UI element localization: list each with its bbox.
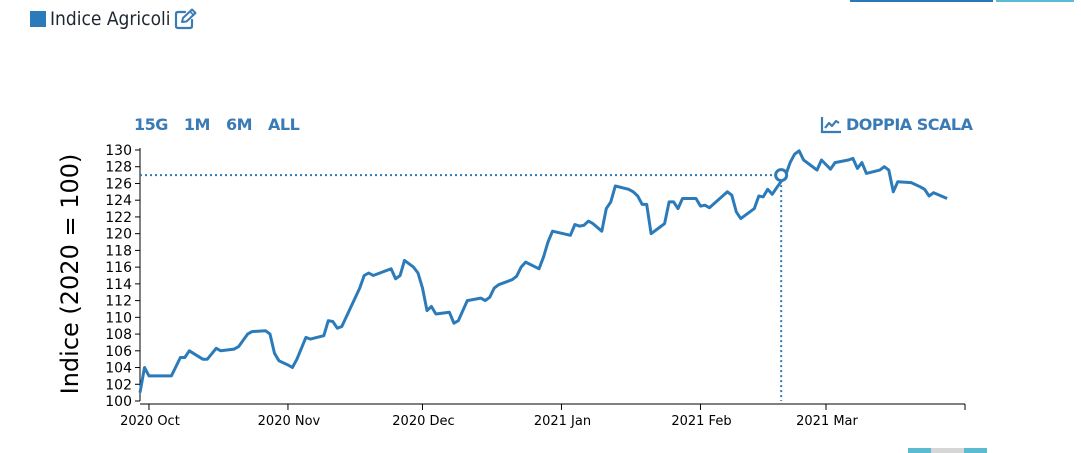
x-tick-label: 2021 Feb bbox=[671, 414, 731, 429]
chart-header: Indice Agricoli bbox=[30, 8, 198, 30]
chart-title: Indice Agricoli bbox=[50, 8, 171, 30]
scroll-indicator-right bbox=[964, 448, 987, 453]
y-tick-label: 124 bbox=[105, 193, 132, 209]
dual-scale-button[interactable]: DOPPIA SCALA bbox=[820, 115, 973, 134]
top-tab-indicator bbox=[850, 0, 993, 2]
x-tick-label: 2021 Mar bbox=[796, 414, 858, 429]
y-tick-label: 114 bbox=[105, 277, 132, 293]
range-6m-button[interactable]: 6M bbox=[225, 115, 253, 134]
y-tick-label: 116 bbox=[105, 260, 132, 276]
y-axis: 1001021041061081101121141161181201221241… bbox=[105, 143, 141, 410]
dual-scale-label: DOPPIA SCALA bbox=[846, 115, 973, 134]
scroll-indicator-left bbox=[908, 448, 931, 453]
top-tab-indicator-secondary bbox=[996, 0, 1074, 2]
legend-swatch bbox=[30, 11, 46, 27]
y-tick-label: 128 bbox=[105, 160, 132, 176]
y-tick-label: 106 bbox=[105, 344, 132, 360]
x-tick-label: 2020 Nov bbox=[258, 414, 321, 429]
hover-crosshair bbox=[140, 174, 783, 401]
range-all-button[interactable]: ALL bbox=[268, 115, 300, 134]
x-tick-label: 2020 Oct bbox=[120, 414, 180, 429]
y-tick-label: 120 bbox=[105, 227, 132, 243]
y-tick-label: 104 bbox=[105, 361, 132, 377]
y-tick-label: 118 bbox=[105, 243, 132, 259]
hover-marker bbox=[774, 168, 789, 183]
time-range-selector: 15G 1M 6M ALL bbox=[134, 115, 300, 134]
y-tick-label: 126 bbox=[105, 176, 132, 192]
y-tick-label: 110 bbox=[105, 310, 132, 326]
y-tick-label: 112 bbox=[105, 294, 132, 310]
y-tick-label: 130 bbox=[105, 143, 132, 159]
x-tick-label: 2020 Dec bbox=[392, 414, 454, 429]
y-axis-label: Indice (2020 = 100) bbox=[56, 154, 84, 395]
x-tick-label: 2021 Jan bbox=[534, 414, 591, 429]
range-1m-button[interactable]: 1M bbox=[183, 115, 211, 134]
y-tick-label: 122 bbox=[105, 210, 132, 226]
scroll-indicator-track bbox=[931, 448, 964, 453]
x-axis: 2020 Oct 2020 Nov 2020 Dec 2021 Jan 2021 Feb… bbox=[120, 403, 966, 429]
range-15g-button[interactable]: 15G bbox=[134, 115, 168, 134]
hover-point bbox=[774, 168, 789, 183]
edit-icon[interactable] bbox=[174, 8, 198, 30]
series-line bbox=[138, 149, 948, 393]
y-tick-label: 100 bbox=[105, 394, 132, 410]
y-tick-label: 108 bbox=[105, 327, 132, 343]
line-chart-icon bbox=[820, 116, 841, 133]
y-tick-label: 102 bbox=[105, 377, 132, 393]
